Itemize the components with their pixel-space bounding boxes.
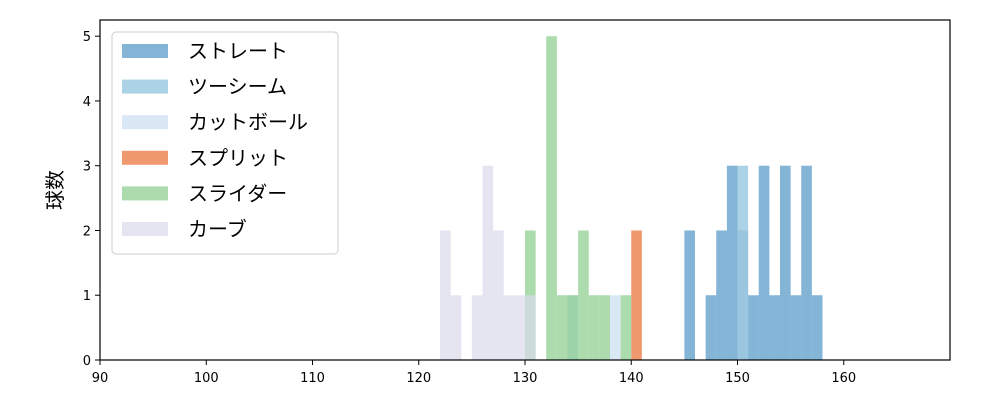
y-axis: 0 1 2 3 4 5 — [83, 30, 100, 369]
bar-0-9 — [790, 295, 802, 360]
bar-0-7 — [769, 295, 781, 360]
legend-label-0: ストレート — [188, 39, 288, 63]
bar-4-2 — [556, 295, 568, 360]
bar-0-10 — [801, 165, 812, 360]
y-tick-label-5: 5 — [83, 30, 91, 45]
x-tick-label-5: 140 — [619, 371, 644, 386]
legend-swatch-3 — [122, 150, 168, 165]
bar-0-2 — [716, 230, 727, 360]
y-axis-label: 球数 — [43, 170, 67, 210]
legend-label-4: スライダー — [188, 181, 287, 205]
y-tick-label-1: 1 — [83, 289, 91, 304]
bar-5-2 — [471, 295, 483, 360]
x-tick-label-6: 150 — [725, 371, 750, 386]
bars-layer — [440, 36, 823, 360]
bar-0-8 — [780, 165, 791, 360]
bar-4-4 — [578, 230, 589, 360]
bar-5-4 — [493, 230, 504, 360]
x-tick-label-0: 90 — [92, 371, 109, 386]
legend-label-2: カットボール — [188, 110, 308, 134]
bar-0-5 — [748, 295, 759, 360]
x-tick-label-7: 160 — [831, 371, 856, 386]
x-tick-label-3: 120 — [406, 371, 431, 386]
x-tick-label-4: 130 — [513, 371, 538, 386]
y-tick-label-4: 4 — [83, 95, 91, 110]
legend-label-3: スプリット — [188, 146, 288, 170]
bar-0-1 — [705, 295, 717, 360]
x-tick-label-1: 100 — [194, 371, 219, 386]
legend-swatch-0 — [122, 44, 168, 58]
legend-box — [111, 31, 339, 255]
legend-label-5: カーブ — [188, 217, 247, 241]
bar-0-0 — [684, 230, 696, 360]
y-tick-label-3: 3 — [83, 160, 91, 175]
legend-swatch-2 — [122, 115, 168, 130]
bar-0-3 — [726, 165, 738, 360]
bar-5-0 — [440, 230, 451, 360]
y-tick-label-0: 0 — [83, 354, 91, 369]
bar-3-0 — [631, 230, 642, 360]
bar-4-7 — [620, 295, 632, 360]
bar-2-1 — [610, 295, 621, 360]
bar-5-5 — [503, 295, 515, 360]
legend-swatch-5 — [122, 222, 168, 236]
bar-4-6 — [599, 295, 611, 360]
bar-5-7 — [525, 295, 536, 360]
bar-5-3 — [482, 165, 494, 360]
bar-4-3 — [567, 295, 579, 360]
bar-1-0 — [737, 165, 749, 360]
bar-4-1 — [546, 36, 557, 360]
bar-0-11 — [811, 295, 823, 360]
bar-0-6 — [758, 165, 770, 360]
bar-5-1 — [450, 295, 462, 360]
legend-swatch-4 — [122, 186, 168, 201]
bar-4-5 — [588, 295, 600, 360]
legend-swatch-1 — [122, 79, 168, 94]
y-tick-label-2: 2 — [83, 224, 91, 239]
bar-5-6 — [514, 295, 526, 360]
x-tick-label-2: 110 — [300, 371, 325, 386]
legend-label-1: ツーシーム — [188, 75, 287, 99]
x-axis: 90 100 110 120 130 140 150 160 — [92, 360, 856, 386]
